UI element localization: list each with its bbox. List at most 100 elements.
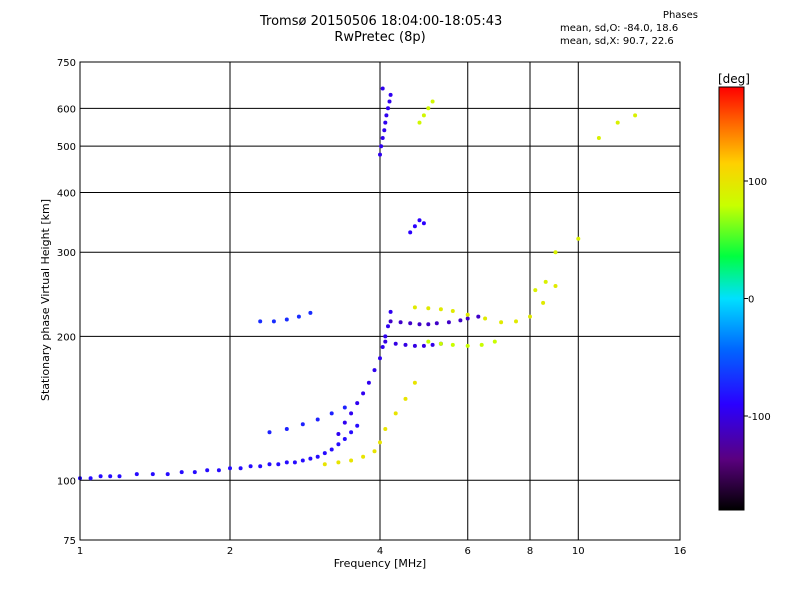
data-point-x-low	[378, 440, 382, 445]
data-point-tail	[633, 113, 638, 118]
data-point-o-low	[216, 468, 221, 473]
data-point-o-spread-mid	[412, 224, 417, 229]
data-point-o-rise	[372, 368, 377, 373]
data-point-x-low	[349, 458, 354, 463]
data-point-o-low	[284, 460, 289, 465]
phases-line-x: mean, sd,X: 90.7, 22.6	[560, 36, 674, 47]
data-point-o-low	[258, 464, 263, 469]
x-tick-label: 10	[572, 546, 585, 557]
x-tick-label: 6	[465, 546, 471, 557]
x-axis-label: Frequency [MHz]	[334, 557, 426, 570]
data-point-o-spread	[380, 86, 385, 91]
data-point-f1-isolated	[296, 314, 301, 319]
data-point-o-low	[165, 472, 170, 477]
data-point-tail	[543, 279, 548, 284]
data-point-o-low	[329, 447, 334, 452]
data-point-x-upper	[412, 305, 417, 310]
data-point-o-low	[342, 437, 347, 441]
data-point-o-low	[238, 466, 243, 471]
phases-line-o: mean, sd,O: -84.0, 18.6	[560, 23, 679, 34]
data-point-o-rise	[355, 401, 360, 406]
data-point-o-low	[308, 456, 313, 461]
plot-frame	[79, 61, 681, 541]
data-point-o-f1-lower	[383, 339, 388, 344]
data-point-tail	[576, 236, 581, 241]
data-point-o-rise	[361, 391, 366, 396]
data-point-o-branch	[329, 411, 334, 416]
data-point-o-f1	[458, 318, 463, 323]
chart-title-line2: RwPretec (8p)	[334, 30, 426, 45]
data-point-o-rise	[349, 411, 354, 416]
data-point-o-f1	[434, 321, 439, 326]
data-point-tail	[533, 288, 538, 293]
x-tick-label: 2	[227, 546, 233, 557]
data-point-o-spread	[380, 136, 385, 140]
x-tick-label: 16	[674, 546, 687, 557]
data-point-f1-isolated	[308, 310, 313, 315]
data-point-o-f1-lower	[430, 342, 435, 347]
data-point-o-spread	[383, 120, 388, 125]
data-point-o-low	[179, 470, 184, 475]
data-point-o-f1	[476, 314, 481, 319]
y-tick-label: 500	[57, 142, 76, 153]
data-point-o-branch	[315, 417, 320, 422]
data-point-tail	[596, 136, 601, 140]
data-point-o-low	[276, 462, 281, 467]
data-point-o-branch	[267, 430, 272, 435]
data-point-x-mid	[465, 343, 470, 348]
data-point-o-branch	[342, 405, 347, 410]
x-tick-label: 4	[377, 546, 383, 557]
data-point-o-f1-lower	[412, 343, 417, 348]
data-point-x-upper	[465, 312, 470, 317]
data-point-x-upper	[426, 306, 431, 311]
colorbar	[718, 86, 745, 511]
data-point-o-f1-lower	[393, 341, 398, 346]
data-point-x-mid	[426, 339, 431, 344]
data-point-o-f1	[465, 316, 470, 321]
data-point-o-f1-lower	[403, 342, 408, 347]
data-point-o-low	[150, 472, 155, 477]
data-point-o-rise	[388, 309, 393, 314]
data-point-o-low	[322, 451, 327, 456]
data-point-o-spread-mid	[417, 218, 422, 223]
data-point-o-rise	[386, 324, 390, 329]
data-point-o-spread	[384, 113, 389, 118]
data-point-o-low	[355, 423, 360, 428]
data-point-f1-isolated	[258, 319, 263, 324]
data-point-tail	[615, 120, 620, 125]
data-point-x-upper	[541, 300, 546, 305]
data-point-x-upper	[514, 319, 518, 324]
data-point-tail	[553, 250, 558, 255]
data-point-o-low	[228, 466, 232, 471]
data-point-o-f1-lower	[421, 343, 426, 348]
y-axis-label: Stationary phase Virtual Height [km]	[39, 199, 52, 401]
data-point-o-low	[336, 442, 341, 447]
data-point-o-low	[117, 474, 122, 479]
y-tick-label: 200	[57, 332, 76, 343]
data-point-o-low	[88, 476, 93, 481]
colorbar-tick-label: 100	[748, 177, 767, 188]
data-point-o-rise	[378, 356, 382, 361]
data-point-o-low	[300, 458, 305, 463]
data-point-o-f1	[398, 320, 403, 325]
y-tick-label: 750	[57, 58, 76, 69]
y-tick-label: 600	[57, 104, 76, 115]
data-point-o-rise	[380, 345, 385, 349]
data-point-o-branch	[284, 427, 289, 431]
data-point-x-upper	[553, 284, 558, 288]
data-point-x-upper	[499, 320, 504, 325]
phases-heading: Phases	[662, 10, 698, 21]
data-point-o-low	[248, 464, 253, 469]
data-point-f1-isolated	[284, 317, 289, 322]
data-point-f1-isolated	[271, 319, 276, 324]
data-point-x-upper	[483, 316, 488, 321]
data-point-o-low	[267, 462, 272, 467]
data-point-o-spread-mid	[408, 230, 413, 235]
data-point-x-low	[372, 449, 377, 454]
x-tick-label: 8	[527, 546, 533, 557]
data-point-o-spread	[386, 106, 390, 111]
data-point-x-mid	[438, 341, 443, 346]
data-point-o-rise	[383, 334, 388, 339]
data-point-o-spread	[382, 128, 387, 133]
data-point-x-high-spread	[417, 120, 422, 125]
